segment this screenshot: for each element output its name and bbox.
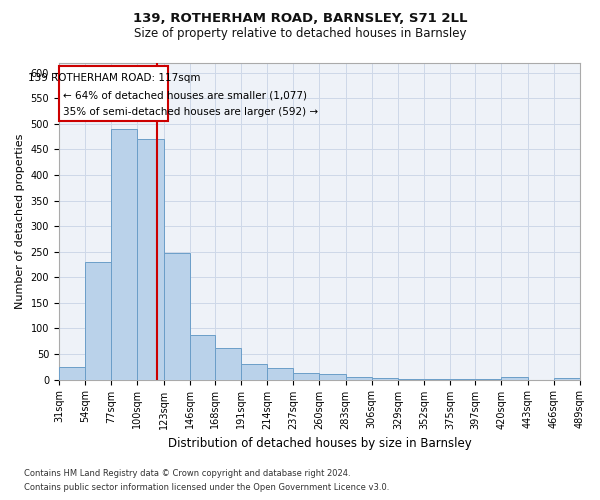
- Bar: [319, 374, 346, 380]
- Bar: [190, 334, 215, 380]
- Text: 139, ROTHERHAM ROAD, BARNSLEY, S71 2LL: 139, ROTHERHAM ROAD, BARNSLEY, S71 2LL: [133, 12, 467, 26]
- Bar: [475, 379, 502, 380]
- Bar: [554, 378, 580, 380]
- Y-axis label: Number of detached properties: Number of detached properties: [15, 134, 25, 308]
- Bar: [293, 374, 319, 380]
- Bar: [346, 377, 372, 380]
- Bar: [267, 368, 293, 380]
- Text: Contains HM Land Registry data © Crown copyright and database right 2024.: Contains HM Land Registry data © Crown c…: [24, 468, 350, 477]
- Text: 35% of semi-detached houses are larger (592) →: 35% of semi-detached houses are larger (…: [63, 107, 318, 117]
- Bar: [111, 129, 137, 380]
- Text: Size of property relative to detached houses in Barnsley: Size of property relative to detached ho…: [134, 28, 466, 40]
- FancyBboxPatch shape: [59, 66, 168, 122]
- Bar: [164, 252, 190, 380]
- Bar: [372, 378, 398, 380]
- Bar: [85, 262, 111, 380]
- Bar: [450, 379, 475, 380]
- Bar: [137, 139, 164, 380]
- Bar: [241, 364, 267, 380]
- Bar: [398, 378, 424, 380]
- Text: 139 ROTHERHAM ROAD: 117sqm: 139 ROTHERHAM ROAD: 117sqm: [28, 73, 200, 83]
- X-axis label: Distribution of detached houses by size in Barnsley: Distribution of detached houses by size …: [167, 437, 472, 450]
- Text: Contains public sector information licensed under the Open Government Licence v3: Contains public sector information licen…: [24, 484, 389, 492]
- Text: ← 64% of detached houses are smaller (1,077): ← 64% of detached houses are smaller (1,…: [63, 90, 307, 101]
- Bar: [59, 367, 85, 380]
- Bar: [215, 348, 241, 380]
- Bar: [502, 377, 527, 380]
- Bar: [424, 378, 450, 380]
